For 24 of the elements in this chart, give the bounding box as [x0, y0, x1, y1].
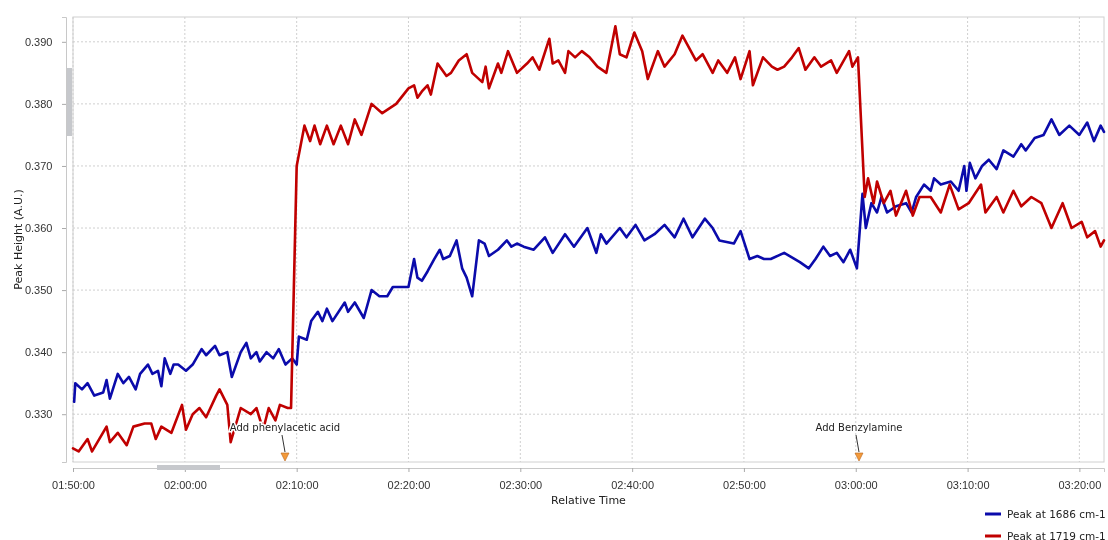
x-tick-label: 03:20:00	[1058, 479, 1102, 492]
x-tick-label: 03:10:00	[946, 479, 990, 492]
line-series	[72, 118, 1106, 404]
x-tick-label: 02:10:00	[275, 479, 319, 492]
x-tick-label: 02:30:00	[499, 479, 543, 492]
x-tick-label: 02:40:00	[611, 479, 655, 492]
x-axis-title: Relative Time	[551, 494, 627, 507]
legend-label: Peak at 1719 cm-1	[1007, 530, 1106, 540]
y-tick-label: 0.330	[24, 408, 53, 421]
x-tick-label: 02:00:00	[163, 479, 207, 492]
y-axis-title: Peak Height (A.U.)	[12, 189, 25, 290]
x-tick-label: 02:50:00	[723, 479, 766, 492]
y-tick-label: 0.390	[24, 35, 53, 48]
annotation: Add Benzylamine	[815, 422, 903, 433]
x-tick-label: 02:20:00	[387, 479, 431, 492]
y-tick-label: 0.370	[24, 159, 53, 172]
legend-label: Peak at 1686 cm-1	[1007, 508, 1106, 520]
y-tick-label: 0.340	[24, 346, 53, 359]
line-series	[71, 25, 1106, 453]
y-tick-label: 0.350	[24, 284, 53, 297]
x-tick-label: 03:00:00	[834, 479, 878, 492]
y-tick-label: 0.360	[24, 222, 53, 235]
y-tick-label: 0.380	[24, 97, 53, 110]
x-tick-label: 01:50:00	[52, 479, 95, 492]
